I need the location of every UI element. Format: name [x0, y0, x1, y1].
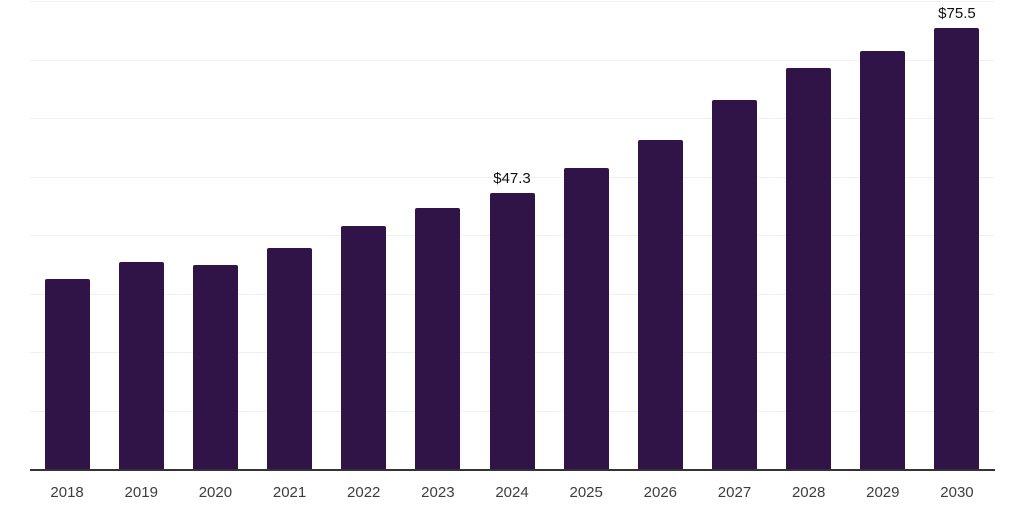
bar-2025	[563, 168, 609, 470]
bar-slot-2026	[623, 2, 697, 470]
bar-slot-2021	[252, 2, 326, 470]
bar-2028	[786, 67, 832, 470]
bar-slot-2020	[178, 2, 252, 470]
x-axis-tick-labels: 2018 2019 2020 2021 2022 2023 2024 2025 2026 2027…	[30, 484, 994, 501]
bar-2020	[192, 264, 238, 470]
bar-slot-2030: $75.5	[920, 2, 994, 470]
bar-2022	[341, 226, 387, 470]
x-tick-2027: 2027	[717, 484, 752, 501]
x-tick-2024: 2024	[495, 484, 529, 501]
bar-2027	[711, 99, 757, 470]
gridline-80	[30, 1, 994, 2]
bar-2021	[267, 248, 313, 470]
bar-slot-2022	[327, 2, 401, 470]
bar-2030	[934, 28, 980, 470]
bar-slot-2024: $47.3	[475, 2, 549, 470]
bar-slot-2025	[549, 2, 623, 470]
x-tick-2028: 2028	[791, 484, 826, 501]
x-tick-2018: 2018	[50, 484, 84, 501]
gridline-70	[30, 59, 994, 61]
x-tick-2023: 2023	[421, 484, 455, 501]
x-tick-2026: 2026	[643, 484, 678, 501]
gridline-50	[30, 176, 994, 178]
gridline-60	[30, 118, 994, 119]
bar-2024	[489, 193, 535, 470]
bar-slot-2028	[772, 2, 846, 470]
x-tick-2025: 2025	[569, 484, 603, 501]
bar-2026	[637, 140, 683, 470]
bar-slot-2029	[846, 2, 920, 470]
x-tick-2020: 2020	[198, 484, 233, 501]
bar-2023	[415, 207, 461, 470]
bar-slot-2023	[401, 2, 475, 470]
x-tick-2019: 2019	[124, 484, 158, 501]
data-label-2030: $75.5	[938, 5, 976, 23]
bar-slot-2019	[104, 2, 178, 470]
x-tick-2021: 2021	[272, 484, 307, 501]
bar-slot-2027	[697, 2, 771, 470]
bar-slot-2018	[30, 2, 104, 470]
x-tick-2029: 2029	[866, 484, 900, 501]
x-tick-2030: 2030	[940, 484, 974, 501]
plot-area: $47.3 $75.5	[30, 1, 994, 470]
bar-2029	[860, 50, 906, 470]
x-axis-line	[30, 469, 995, 471]
bar-series: $47.3 $75.5	[30, 2, 994, 470]
data-label-2024: $47.3	[493, 170, 531, 188]
bar-2018	[44, 278, 90, 470]
x-tick-2022: 2022	[347, 484, 381, 501]
bar-2019	[118, 261, 164, 470]
